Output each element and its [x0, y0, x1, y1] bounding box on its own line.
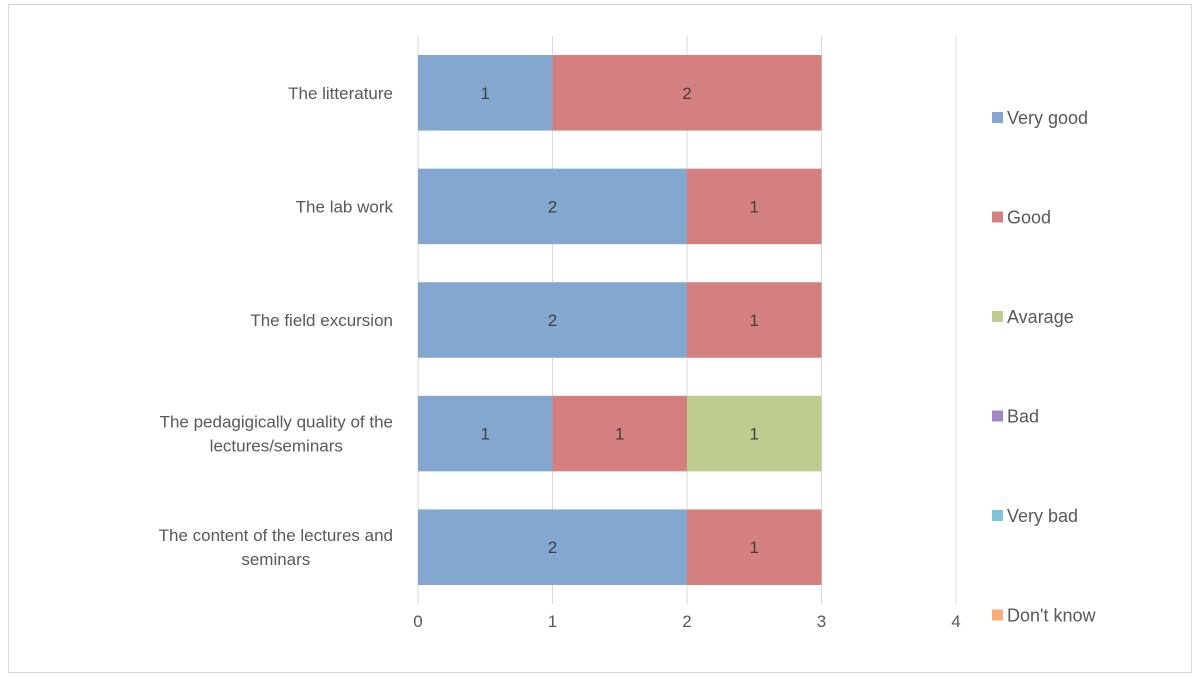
bar-segment: [687, 509, 822, 585]
bar-segment: [552, 395, 687, 472]
legend-swatch: [992, 311, 1003, 322]
data-label: 1: [750, 311, 759, 330]
legend-label: Bad: [1007, 407, 1039, 427]
bar-segment: [418, 55, 553, 131]
legend-swatch: [992, 112, 1003, 123]
data-label: 2: [548, 311, 557, 330]
legend-swatch: [992, 410, 1003, 422]
category-label: The litterature: [288, 84, 393, 103]
data-label: 1: [615, 425, 624, 444]
bar-segment: [418, 509, 687, 585]
category-label: The field excursion: [250, 311, 393, 330]
data-label: 1: [750, 197, 759, 216]
bar-segment: [687, 168, 822, 245]
legend-label: Very good: [1007, 108, 1088, 128]
legend-swatch: [992, 510, 1003, 521]
legend-swatch: [992, 211, 1003, 223]
legend-label: Good: [1007, 208, 1051, 228]
x-tick-label: 3: [817, 612, 826, 631]
bar-segment: [552, 55, 822, 131]
category-label: The lab work: [296, 197, 394, 216]
bar-segment: [418, 282, 687, 358]
x-tick-label: 1: [548, 612, 557, 631]
legend-label: Don't know: [1007, 606, 1096, 626]
legend-label: Very bad: [1007, 506, 1078, 526]
data-label: 2: [548, 197, 557, 216]
category-label: The pedagigically quality of the lectures…: [160, 413, 393, 456]
x-tick-label: 2: [682, 612, 691, 631]
bar-segment: [418, 395, 553, 472]
bar-segment: [418, 168, 687, 245]
data-label: 2: [682, 84, 691, 103]
x-tick-label: 4: [951, 612, 960, 631]
bar-segment: [687, 395, 822, 472]
x-tick-label: 0: [413, 612, 422, 631]
data-label: 2: [548, 538, 557, 557]
data-label: 1: [481, 84, 490, 103]
legend-label: Avarage: [1007, 307, 1074, 327]
category-label: The content of the lectures and seminars: [159, 526, 393, 569]
data-label: 1: [750, 425, 759, 444]
data-label: 1: [481, 425, 490, 444]
legend-swatch: [992, 609, 1003, 621]
data-label: 1: [750, 538, 759, 557]
bar-segment: [687, 282, 822, 358]
